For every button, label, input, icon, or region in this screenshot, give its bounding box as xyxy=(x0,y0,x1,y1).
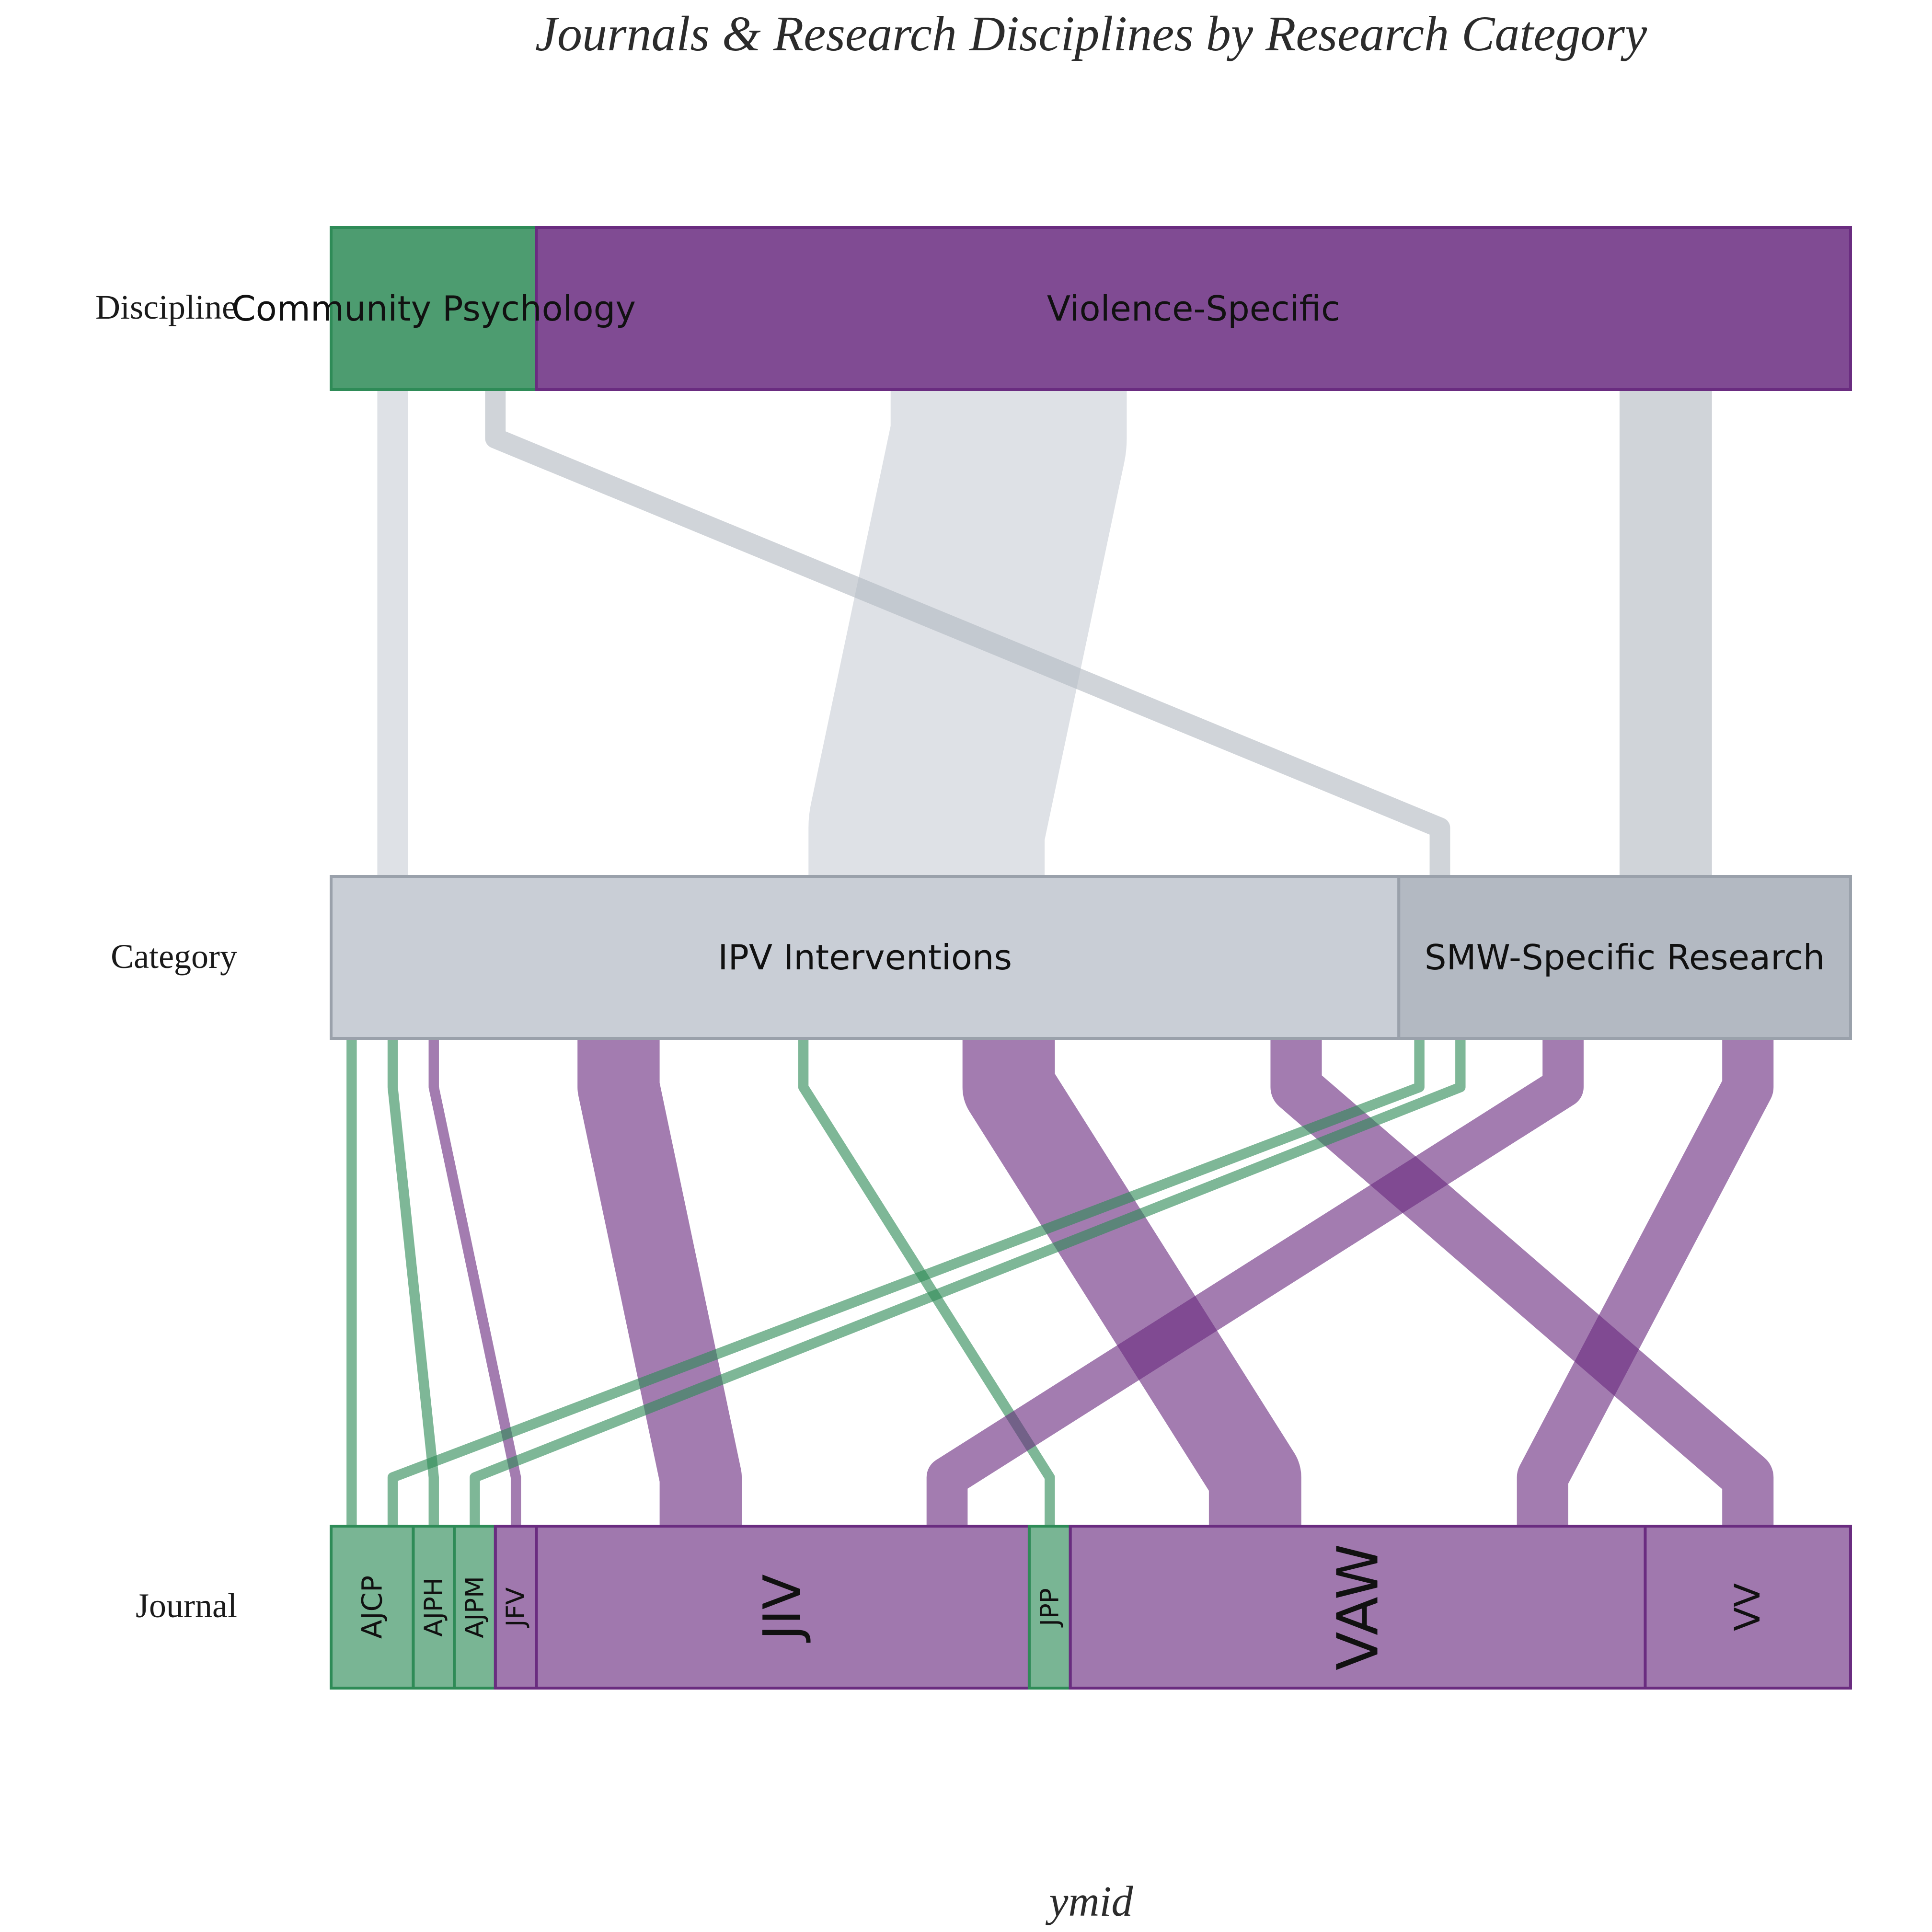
flows-discipline-category xyxy=(377,320,1712,946)
stratum-label-ajph: AJPH xyxy=(419,1577,448,1637)
strata: Community Psychology Violence-Specific IPV… xyxy=(231,226,1852,1690)
stratum-label-community-psychology: Community Psychology xyxy=(231,288,636,329)
stratum-label-ajpm: AJPM xyxy=(460,1576,489,1638)
stratum-label-ipv-interventions: IPV Interventions xyxy=(718,937,1012,978)
stratum-ajcp xyxy=(330,1525,415,1690)
stratum-smw-specific-research xyxy=(1397,875,1852,1040)
stratum-label-jiv: JIV xyxy=(753,1574,813,1643)
axis-label-discipline: Discipline xyxy=(95,288,237,326)
stratum-label-jpp: JPP xyxy=(1035,1588,1064,1628)
stratum-community-psychology xyxy=(330,226,538,391)
stratum-label-violence-specific: Violence-Specific xyxy=(1047,288,1340,329)
stratum-ajpm xyxy=(453,1525,497,1690)
stratum-label-vaw: VAW xyxy=(1325,1544,1391,1670)
flow-community-psychology-to-smw-specific-research xyxy=(485,390,1450,876)
flow-ipv-interventions-to-jiv xyxy=(577,1038,742,1526)
flow-smw-specific-research-to-jiv xyxy=(926,1038,1584,1526)
axis-label-category: Category xyxy=(111,937,237,976)
flow-ipv-interventions-to-ajph xyxy=(387,1038,439,1526)
flows-category-journal xyxy=(346,1038,1774,1526)
stratum-ajph xyxy=(412,1525,456,1690)
x-axis-title: ymid xyxy=(1046,1878,1134,1925)
axis-label-journal: Journal xyxy=(136,1587,237,1625)
stratum-jpp xyxy=(1027,1525,1072,1690)
flow-smw-specific-research-to-ajcp xyxy=(387,1038,1425,1526)
stratum-violence-specific xyxy=(535,226,1852,391)
stratum-jiv xyxy=(535,1525,1031,1690)
stratum-label-ajcp: AJCP xyxy=(356,1576,389,1639)
stratum-vaw xyxy=(1069,1525,1647,1690)
stratum-label-vv: VV xyxy=(1727,1583,1768,1631)
flow-ipv-interventions-to-jpp xyxy=(798,1038,1055,1526)
flow-ipv-interventions-to-vv xyxy=(1270,1038,1774,1526)
flow-ipv-interventions-to-vaw xyxy=(962,1038,1301,1526)
stratum-label-smw-specific-research: SMW-Specific Research xyxy=(1425,937,1825,978)
flow-smw-specific-research-to-ajpm xyxy=(470,1038,1466,1526)
chart-title: Journals & Research Disciplines by Resea… xyxy=(535,6,1647,61)
stratum-ipv-interventions xyxy=(330,875,1401,1040)
flow-ipv-interventions-to-jfv xyxy=(428,1038,521,1526)
stratum-label-jfv: JFV xyxy=(501,1587,530,1628)
flow-smw-specific-research-to-vaw xyxy=(1517,1038,1774,1526)
stratum-vv xyxy=(1644,1525,1852,1690)
